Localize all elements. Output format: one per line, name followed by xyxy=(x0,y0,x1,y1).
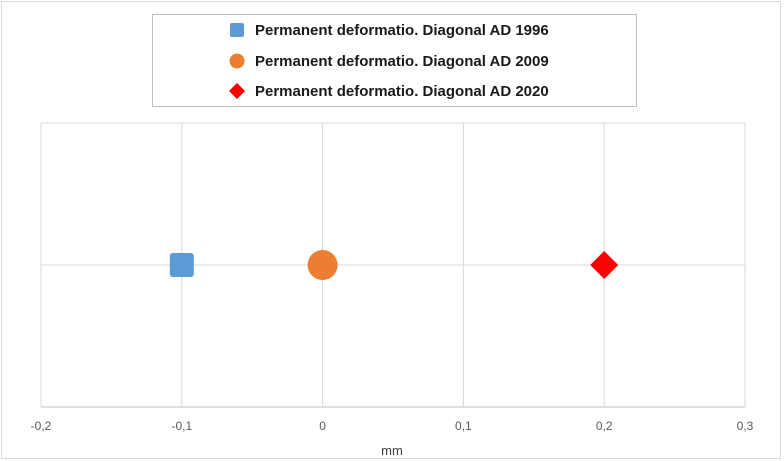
data-point-2020 xyxy=(590,251,619,279)
x-tick-label: 0 xyxy=(319,419,326,433)
x-tick-label: 0,1 xyxy=(455,419,472,433)
legend-label-2020: Permanent deformatio. Diagonal AD 2020 xyxy=(255,82,549,100)
x-tick-label: 0,2 xyxy=(596,419,613,433)
data-point-2009 xyxy=(307,250,338,280)
data-point-1996 xyxy=(169,253,194,277)
x-tick-label: -0,2 xyxy=(31,419,52,433)
legend: Permanent deformatio. Diagonal AD 1996 P… xyxy=(152,14,637,107)
circle-marker-icon xyxy=(229,53,245,69)
x-tick-label: 0,3 xyxy=(737,419,754,433)
x-axis-title: mm xyxy=(381,443,403,458)
diamond-marker-icon xyxy=(229,83,245,99)
x-tick-label: -0,1 xyxy=(171,419,192,433)
legend-label-2009: Permanent deformatio. Diagonal AD 2009 xyxy=(255,52,549,70)
legend-label-1996: Permanent deformatio. Diagonal AD 1996 xyxy=(255,21,549,39)
square-marker-icon xyxy=(230,23,244,37)
